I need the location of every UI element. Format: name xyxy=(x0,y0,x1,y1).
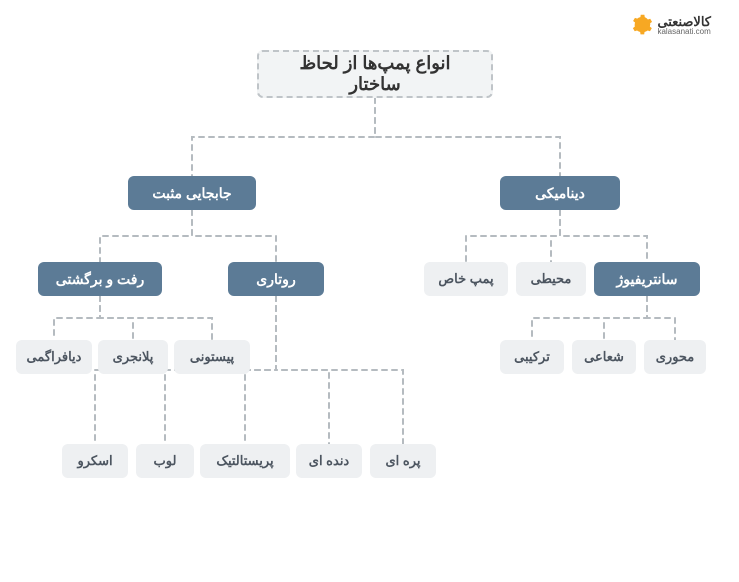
node-rotary: روتاری xyxy=(228,262,324,296)
leaf-دنده ای: دنده ای xyxy=(296,444,362,478)
leaf-پیستونی: پیستونی xyxy=(174,340,250,374)
leaf-لوب: لوب xyxy=(136,444,194,478)
leaf-پره ای: پره ای xyxy=(370,444,436,478)
node-recip: رفت و برگشتی xyxy=(38,262,162,296)
logo-fa: کالاصنعتی xyxy=(657,15,711,28)
node-special: پمپ خاص xyxy=(424,262,508,296)
leaf-شعاعی: شعاعی xyxy=(572,340,636,374)
branch-positive: جابجایی مثبت xyxy=(128,176,256,210)
root-node: انواع پمپ‌ها از لحاظ ساختار xyxy=(257,50,493,98)
logo-text: کالاصنعتی kalasanati.com xyxy=(657,15,711,36)
branch-dynamic: دینامیکی xyxy=(500,176,620,210)
leaf-دیافراگمی: دیافراگمی xyxy=(16,340,92,374)
leaf-پلانجری: پلانجری xyxy=(98,340,168,374)
logo-en: kalasanati.com xyxy=(657,28,711,36)
leaf-پریستالتیک: پریستالتیک xyxy=(200,444,290,478)
node-peripheral: محیطی xyxy=(516,262,586,296)
leaf-ترکیبی: ترکیبی xyxy=(500,340,564,374)
leaf-اسکرو: اسکرو xyxy=(62,444,128,478)
brand-logo: کالاصنعتی kalasanati.com xyxy=(631,14,711,36)
gear-icon xyxy=(631,14,653,36)
node-centrifugal: سانتریفیوژ xyxy=(594,262,700,296)
leaf-محوری: محوری xyxy=(644,340,706,374)
